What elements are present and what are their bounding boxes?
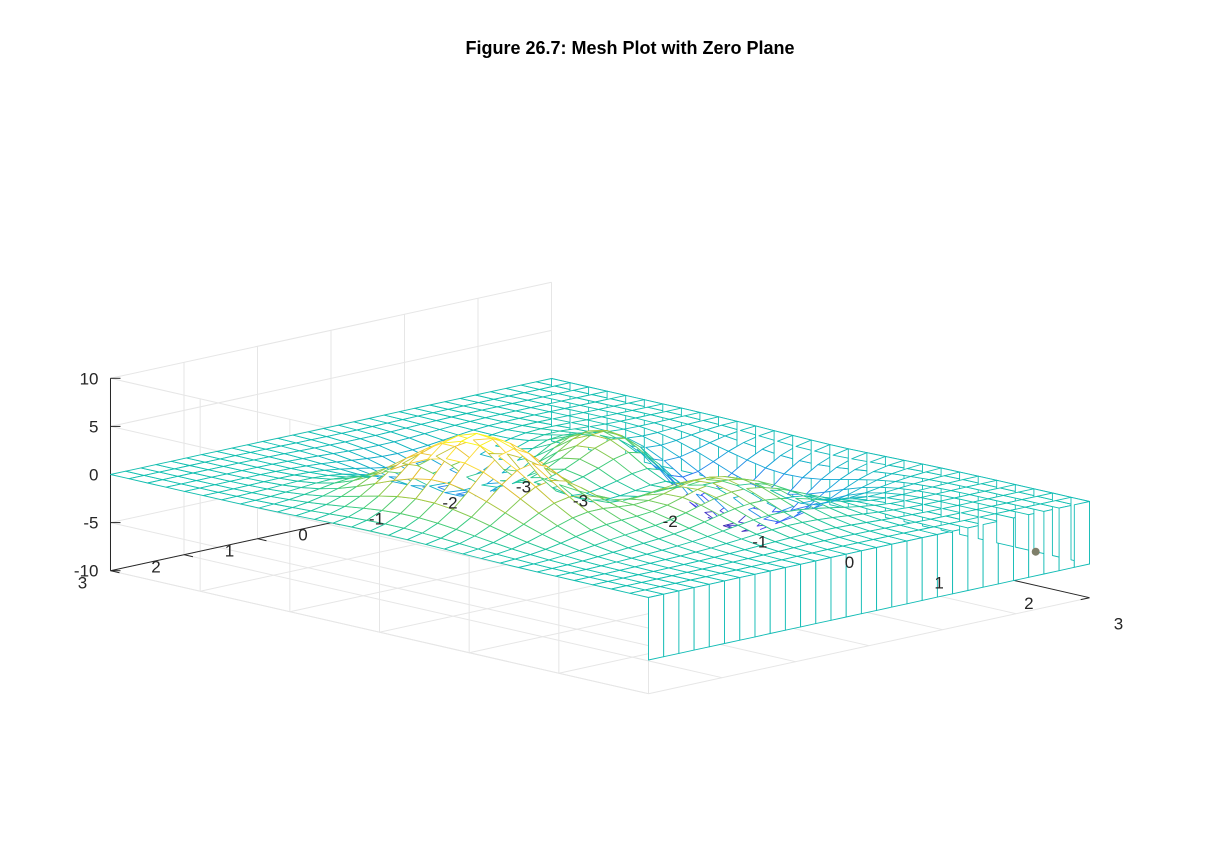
curtain-cell [663, 590, 680, 658]
curtain-cell [876, 543, 893, 611]
curtain-cell [708, 580, 725, 648]
curtain-cell [754, 570, 771, 638]
grid-line [110, 329, 552, 427]
z-tick-label: -10 [74, 562, 99, 581]
x-tick-label: -2 [663, 512, 678, 531]
x-tick-label: 1 [934, 574, 943, 593]
z-tick-label: -5 [83, 514, 98, 533]
marker-layer [1031, 547, 1040, 556]
curtain-cell [678, 587, 695, 654]
grid-line [183, 554, 723, 679]
curtain-cell [860, 547, 878, 615]
curtain-cell [815, 557, 832, 625]
curtain-cell [724, 577, 741, 644]
y-tick-label: -1 [369, 510, 384, 529]
y-tick-label: 3 [78, 574, 87, 593]
y-tick-label: -2 [442, 494, 457, 513]
grid-line [110, 570, 649, 695]
curtain-cell [693, 583, 710, 651]
marker-point [1031, 547, 1040, 556]
mesh-surface [110, 378, 1090, 661]
curtain-cell [648, 593, 665, 661]
curtain-cell [769, 567, 786, 634]
x-tick-label: -3 [573, 492, 588, 511]
x-tick [1080, 597, 1090, 601]
z-tick-label: 10 [80, 369, 99, 388]
y-tick-label: 1 [225, 542, 234, 561]
y-tick-label: -3 [516, 478, 531, 497]
curtain-cell [784, 563, 802, 631]
x-tick-label: 0 [845, 553, 854, 572]
y-tick [183, 554, 194, 558]
z-tick-label: 5 [89, 417, 98, 436]
chart-title: Figure 26.7: Mesh Plot with Zero Plane [465, 38, 794, 58]
curtain-cell [952, 527, 969, 595]
z-tick-label: 0 [89, 466, 98, 485]
curtain-cell [1073, 501, 1090, 568]
curtain-cell [906, 537, 923, 605]
x-tick-label: 2 [1024, 594, 1033, 613]
x-tick-label: -1 [752, 533, 767, 552]
curtain-cell [739, 573, 756, 641]
y-tick-label: 0 [298, 526, 307, 545]
curtain-cell [800, 560, 817, 628]
curtain-cell [982, 520, 999, 588]
grid-line [110, 522, 649, 647]
grid-line [110, 281, 552, 379]
x-tick-label: 3 [1114, 615, 1123, 634]
y-tick-label: 2 [151, 558, 160, 577]
curtain-cell [891, 540, 908, 608]
y-tick [257, 538, 267, 542]
